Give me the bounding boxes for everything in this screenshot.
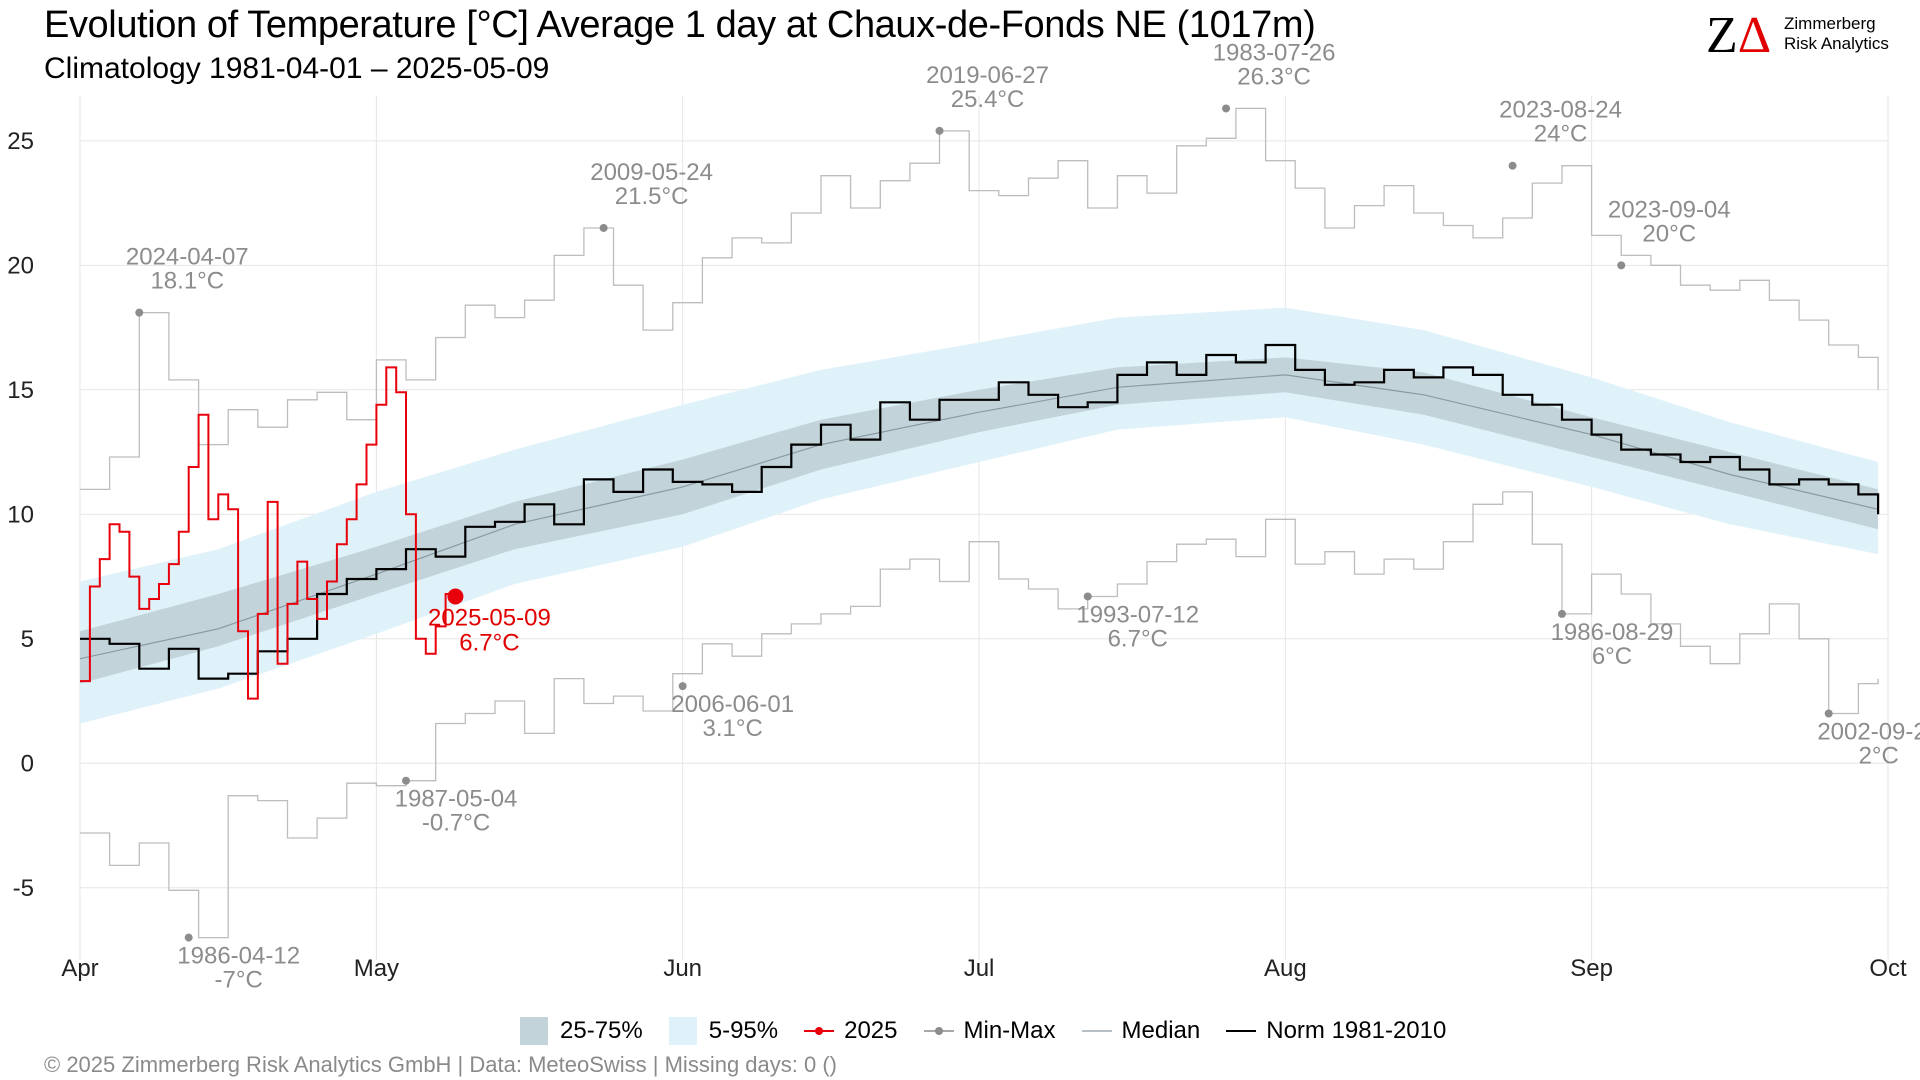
annotation-point (599, 223, 608, 232)
x-tick-label: Jun (663, 955, 702, 982)
logo-text: Zimmerberg Risk Analytics (1784, 14, 1889, 53)
annotation-date: 1993-07-12 (1076, 601, 1199, 628)
annotation-value: -0.7°C (422, 810, 490, 837)
legend-item-iqr: 25-75% (520, 1017, 643, 1045)
series-2025-line (80, 366, 457, 700)
annotation-point (184, 933, 193, 942)
annotation-point (135, 308, 144, 317)
annotation-point (1824, 709, 1833, 718)
x-tick-label: Apr (61, 955, 98, 982)
legend-item-p90: 5-95% (668, 1017, 778, 1045)
annotation-point (1508, 161, 1517, 170)
series-norm-line (80, 343, 1880, 680)
annotation-point (1557, 609, 1566, 618)
chart-subtitle: Climatology 1981-04-01 – 2025-05-09 (44, 52, 550, 85)
annotation-value: 18.1°C (150, 268, 224, 295)
annotation-date: 2025-05-09 (428, 604, 551, 631)
annotation-date: 1987-05-04 (395, 786, 518, 813)
y-tick-label: 20 (7, 252, 34, 279)
annotation-point (402, 776, 411, 785)
annotation-date: 2002-09-25 (1817, 718, 1920, 745)
annotation-value: 6°C (1592, 643, 1632, 670)
annotation-value: 3.1°C (703, 715, 763, 742)
line-layer (79, 107, 1880, 939)
annotation-date: 2023-09-04 (1608, 196, 1731, 223)
annotation-date: 1986-08-29 (1551, 619, 1674, 646)
annotation-date: 1983-07-26 (1213, 39, 1336, 66)
annotation-value: -7°C (215, 967, 263, 994)
annotation-point (935, 126, 944, 135)
annotation-point (1083, 592, 1092, 601)
annotation-value: 20°C (1642, 220, 1696, 247)
annotation-date: 1986-04-12 (177, 943, 300, 970)
series-max-line (80, 107, 1879, 491)
annotation-value: 24°C (1534, 121, 1588, 148)
y-tick-label: -5 (13, 875, 34, 902)
footer-credit: © 2025 Zimmerberg Risk Analytics GmbH | … (44, 1052, 837, 1077)
annotation-date: 2006-06-01 (671, 691, 794, 718)
annotation-date: 2009-05-24 (590, 159, 713, 186)
annotation-point (678, 682, 687, 691)
x-tick-label: May (354, 955, 399, 982)
annotation-value: 2°C (1859, 742, 1899, 769)
x-tick-label: Jul (964, 955, 995, 982)
band-25-75 (80, 357, 1879, 684)
y-tick-label: 15 (7, 377, 34, 404)
chart-title: Evolution of Temperature [°C] Average 1 … (44, 4, 1316, 46)
annotation-value: 6.7°C (459, 629, 519, 656)
annotation-value: 21.5°C (615, 183, 689, 210)
legend-item-norm: Norm 1981-2010 (1226, 1017, 1447, 1044)
y-tick-label: 25 (7, 128, 34, 155)
annotation-date: 2024-04-07 (126, 244, 249, 271)
annotation-point (1222, 104, 1231, 113)
annotation-point (447, 588, 464, 605)
y-tick-label: 5 (21, 626, 34, 653)
x-tick-label: Sep (1570, 955, 1613, 982)
legend-item-current: 2025 (804, 1017, 898, 1045)
series-min-line (80, 491, 1879, 939)
annotation-value: 25.4°C (951, 86, 1025, 113)
band-layer (80, 307, 1879, 724)
annotation-value: 26.3°C (1237, 63, 1311, 90)
chart-legend: 25-75% 5-95% 2025 Min-Max Median Norm 19… (520, 1014, 1472, 1048)
company-logo: ZΔ Zimmerberg Risk Analytics (1706, 7, 1906, 64)
axis-layer: -5 0 5 10 15 20 25 Apr May Jun Jul Aug Sep Oct (7, 128, 1907, 982)
annotation-date: 2019-06-27 (926, 62, 1049, 89)
y-tick-label: 10 (7, 501, 34, 528)
y-tick-label: 0 (21, 750, 34, 777)
logo-mark: ZΔ (1706, 7, 1772, 64)
legend-item-median: Median (1081, 1017, 1201, 1044)
x-tick-label: Aug (1264, 955, 1307, 982)
x-tick-label: Oct (1869, 955, 1907, 982)
legend-item-minmax: Min-Max (923, 1017, 1056, 1045)
annotation-value: 6.7°C (1108, 625, 1168, 652)
annotation-point (1617, 261, 1626, 270)
annotation-date: 2023-08-24 (1499, 97, 1622, 124)
